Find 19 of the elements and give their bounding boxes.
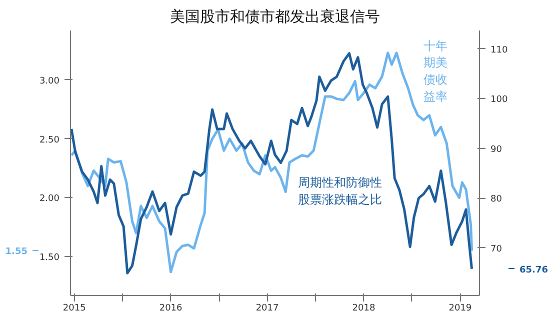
series-label: 十年期美债收益率 — [424, 38, 448, 104]
y2-tick-label: 110 — [490, 45, 508, 56]
series-label: 周期性和防御性股票涨跌幅之比 — [298, 176, 382, 206]
y-tick-label: 1.50 — [39, 253, 60, 264]
y-tick-label: 2.50 — [39, 135, 60, 146]
y2-tick-label: 90 — [490, 144, 502, 155]
x-tick-label: 2019 — [448, 304, 472, 314]
y2-tick-label: 100 — [490, 95, 508, 106]
text: 1.55 — [5, 247, 28, 258]
x-tick-label: 2018 — [352, 304, 376, 314]
y2-tick-label: 70 — [490, 244, 502, 254]
x-tick-label: 2017 — [256, 304, 279, 314]
x-tick-label: 2016 — [159, 304, 183, 314]
x-tick-label: 2015 — [62, 304, 86, 314]
chart-title: 美国股市和债市都发出衰退信号 — [170, 8, 380, 26]
y2-tick-label: 80 — [490, 194, 502, 205]
y-tick-label: 2.00 — [39, 194, 60, 204]
text: 65.76 — [520, 265, 548, 276]
y-tick-label: 3.00 — [39, 76, 60, 86]
